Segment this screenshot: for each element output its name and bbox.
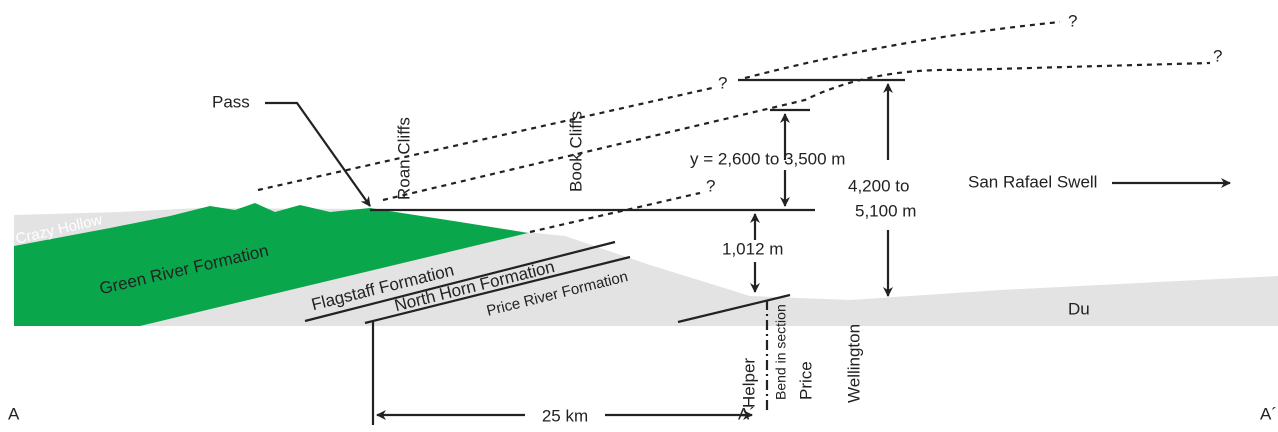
- label: 25 km: [542, 406, 588, 425]
- label: 4,200 to: [848, 176, 909, 195]
- label: San Rafael Swell: [968, 172, 1097, 191]
- label: A´: [1260, 404, 1277, 423]
- question-mark: ?: [718, 73, 727, 92]
- label: Bend in section: [773, 304, 789, 400]
- question-mark: ?: [706, 176, 715, 195]
- label: y = 2,600 to 3,500 m: [690, 149, 845, 168]
- label: 5,100 m: [855, 201, 916, 220]
- question-mark: ?: [1068, 11, 1077, 30]
- label: Roan Cliffs: [394, 117, 413, 200]
- label: Book Cliffs: [566, 111, 585, 192]
- question-mark: ?: [1213, 46, 1222, 65]
- label: Helper: [739, 358, 758, 408]
- label: Du: [1068, 299, 1090, 318]
- label: 1,012 m: [722, 239, 783, 258]
- label: Pass: [212, 92, 250, 111]
- label: A´: [738, 404, 755, 423]
- label: A: [8, 404, 20, 423]
- lines: [257, 20, 1231, 425]
- label: Price: [796, 361, 815, 400]
- label: Wellington: [844, 324, 863, 403]
- green-river-body: [14, 203, 528, 326]
